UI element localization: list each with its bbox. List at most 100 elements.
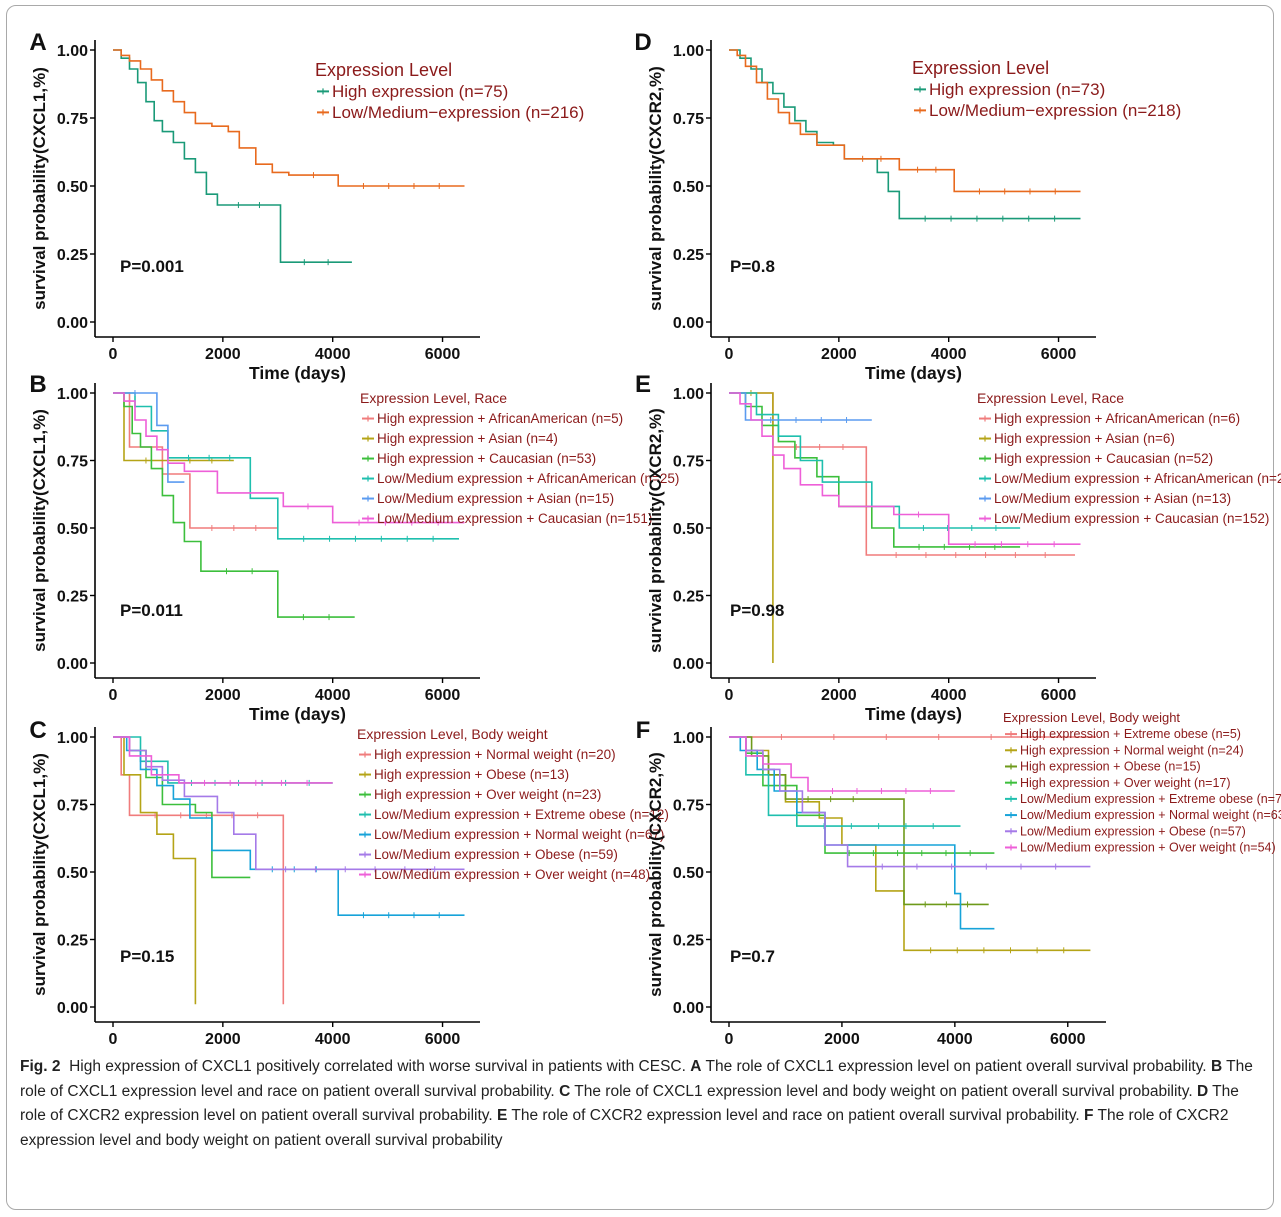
x-tick-label: 0 bbox=[109, 1031, 118, 1048]
legend: Expression Level High expression (n=75) Lo… bbox=[315, 60, 584, 122]
legend-entry: Low/Medium expression + Over weight (n=4… bbox=[374, 867, 650, 882]
x-tick-label: 6000 bbox=[1050, 1031, 1086, 1048]
y-tick-label: 0.00 bbox=[673, 315, 704, 332]
x-tick-label: 6000 bbox=[1041, 346, 1077, 363]
y-axis-label: survival probability(CXCR2,%) bbox=[646, 408, 665, 653]
survival-curve bbox=[113, 392, 234, 462]
y-tick-label: 0.25 bbox=[57, 247, 88, 264]
caption-text-d: The role of CXCR2 expression level on pa… bbox=[20, 1082, 1239, 1125]
legend-title: Expression Level, Race bbox=[977, 390, 1124, 406]
survival-curve bbox=[729, 392, 1021, 529]
legend: Expression Level, Body weight High expres… bbox=[1003, 710, 1281, 855]
x-tick-label: 4000 bbox=[937, 1031, 973, 1048]
y-tick-label: 1.00 bbox=[673, 43, 704, 60]
figure-frame bbox=[6, 5, 1274, 1210]
survival-curve bbox=[113, 392, 355, 618]
legend-entry: High expression + Asian (n=4) bbox=[377, 431, 558, 446]
y-tick-label: 0.75 bbox=[57, 454, 88, 471]
legend-entry: Low/Medium expression + Normal weight (n… bbox=[1020, 808, 1281, 822]
legend-entry: Low/Medium expression + Caucasian (n=151… bbox=[377, 511, 652, 526]
legend-entry: High expression + Caucasian (n=53) bbox=[377, 451, 596, 466]
survival-curve bbox=[113, 392, 465, 524]
x-axis-label: Time (days) bbox=[865, 363, 962, 383]
legend-entry: Low/Medium expression + Asian (n=13) bbox=[994, 491, 1231, 506]
x-axis-label: Time (days) bbox=[870, 1048, 967, 1050]
p-value: P=0.15 bbox=[120, 947, 174, 966]
legend-entry: Low/Medium expression + Extreme obese (n… bbox=[1020, 792, 1281, 806]
survival-curve bbox=[113, 736, 333, 784]
y-tick-label: 1.00 bbox=[57, 43, 88, 60]
survival-curve bbox=[113, 49, 465, 187]
legend-title: Expression Level, Race bbox=[360, 390, 507, 406]
y-tick-label: 0.50 bbox=[57, 521, 88, 538]
panel-letter: F bbox=[636, 717, 651, 744]
x-tick-label: 4000 bbox=[315, 346, 351, 363]
survival-curve bbox=[113, 49, 352, 263]
p-value: P=0.011 bbox=[120, 601, 183, 620]
y-tick-label: 0.50 bbox=[673, 521, 704, 538]
legend: Expression Level, Race High expression + … bbox=[360, 390, 679, 526]
x-tick-label: 4000 bbox=[931, 687, 967, 704]
survival-curve bbox=[729, 736, 955, 792]
panel-b: 0.00 0.25 0.50 0.75 1.00 0 2000 4000 6000 Time (d… bbox=[29, 371, 679, 724]
panel-letter: E bbox=[635, 371, 651, 398]
caption-label-e: E bbox=[497, 1107, 508, 1124]
y-tick-label: 0.25 bbox=[57, 589, 88, 606]
caption-text-c: The role of CXCL1 expression level and b… bbox=[574, 1082, 1193, 1100]
p-value: P=0.001 bbox=[120, 257, 184, 276]
panel-letter: A bbox=[29, 29, 46, 56]
y-tick-label: 0.25 bbox=[673, 933, 704, 950]
y-tick-label: 1.00 bbox=[673, 386, 704, 403]
legend-entry: Low/Medium expression + Obese (n=59) bbox=[374, 847, 618, 862]
survival-curve bbox=[113, 736, 251, 879]
y-tick-label: 0.75 bbox=[673, 798, 704, 815]
panel-d: 0.00 0.25 0.50 0.75 1.00 0 2000 4000 6000 Time (d… bbox=[634, 29, 1181, 383]
legend-entry: High expression + Obese (n=15) bbox=[1020, 760, 1201, 774]
y-axis-label: survival probability(CXCL1,%) bbox=[30, 67, 49, 310]
legend-entry: High expression + Obese (n=13) bbox=[374, 767, 569, 782]
y-tick-label: 0.75 bbox=[673, 111, 704, 128]
legend-entry: Low/Medium expression + Over weight (n=5… bbox=[1020, 841, 1276, 855]
survival-curve bbox=[729, 392, 774, 663]
y-tick-label: 0.00 bbox=[57, 656, 88, 673]
x-tick-label: 6000 bbox=[1041, 687, 1077, 704]
legend-entry: High expression (n=75) bbox=[332, 82, 508, 101]
survival-curve bbox=[729, 392, 1021, 548]
panel-c: 0.00 0.25 0.50 0.75 1.00 0 2000 4000 6000 Time (d… bbox=[29, 717, 669, 1050]
legend-entry: Low/Medium expression + AfricanAmerican … bbox=[994, 471, 1281, 486]
p-value: P=0.8 bbox=[730, 257, 775, 276]
x-axis-label: Time (days) bbox=[249, 363, 346, 383]
legend-entry: Low/Medium expression + Asian (n=15) bbox=[377, 491, 614, 506]
legend-entry: Low/Medium expression + Caucasian (n=152… bbox=[994, 511, 1269, 526]
panel-e: 0.00 0.25 0.50 0.75 1.00 0 2000 4000 6000 Time (d… bbox=[635, 371, 1281, 724]
y-tick-label: 0.50 bbox=[57, 865, 88, 882]
x-tick-label: 2000 bbox=[205, 1031, 241, 1048]
y-axis-label: survival probability(CXCL1,%) bbox=[30, 409, 49, 652]
x-tick-label: 2000 bbox=[824, 1031, 860, 1048]
survival-curve bbox=[729, 49, 1081, 220]
panel-letter: C bbox=[29, 717, 46, 744]
x-tick-label: 0 bbox=[725, 687, 734, 704]
x-tick-label: 6000 bbox=[425, 687, 461, 704]
km-figure: 0.00 0.25 0.50 0.75 1.00 0 2000 4000 6000 Time (d… bbox=[29, 29, 1281, 1050]
survival-curve bbox=[729, 392, 1081, 545]
caption-intro: High expression of CXCL1 positively corr… bbox=[69, 1058, 686, 1075]
x-tick-label: 4000 bbox=[315, 687, 351, 704]
caption-label-d: D bbox=[1196, 1082, 1209, 1100]
legend-entry: High expression + AfricanAmerican (n=6) bbox=[994, 411, 1240, 426]
p-value: P=0.7 bbox=[730, 947, 775, 966]
caption-label-a: A bbox=[690, 1058, 702, 1075]
caption-text-e: The role of CXCR2 expression level and r… bbox=[511, 1107, 1080, 1124]
legend-entry: High expression + Extreme obese (n=5) bbox=[1020, 727, 1241, 741]
legend-entry: Low/Medium expression + AfricanAmerican … bbox=[377, 471, 679, 486]
y-tick-label: 0.00 bbox=[673, 656, 704, 673]
y-tick-label: 0.75 bbox=[57, 111, 88, 128]
caption-text-a: The role of CXCL1 expression level on pa… bbox=[705, 1058, 1207, 1075]
legend-entry: High expression + Caucasian (n=52) bbox=[994, 451, 1213, 466]
x-tick-label: 2000 bbox=[821, 346, 857, 363]
y-tick-label: 0.25 bbox=[673, 589, 704, 606]
x-tick-label: 2000 bbox=[205, 346, 241, 363]
caption-label-b: B bbox=[1210, 1058, 1223, 1075]
y-tick-label: 0.50 bbox=[673, 179, 704, 196]
x-tick-label: 2000 bbox=[821, 687, 857, 704]
